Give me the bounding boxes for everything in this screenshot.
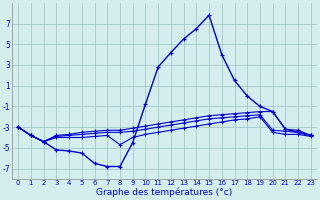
X-axis label: Graphe des températures (°c): Graphe des températures (°c) (96, 188, 233, 197)
